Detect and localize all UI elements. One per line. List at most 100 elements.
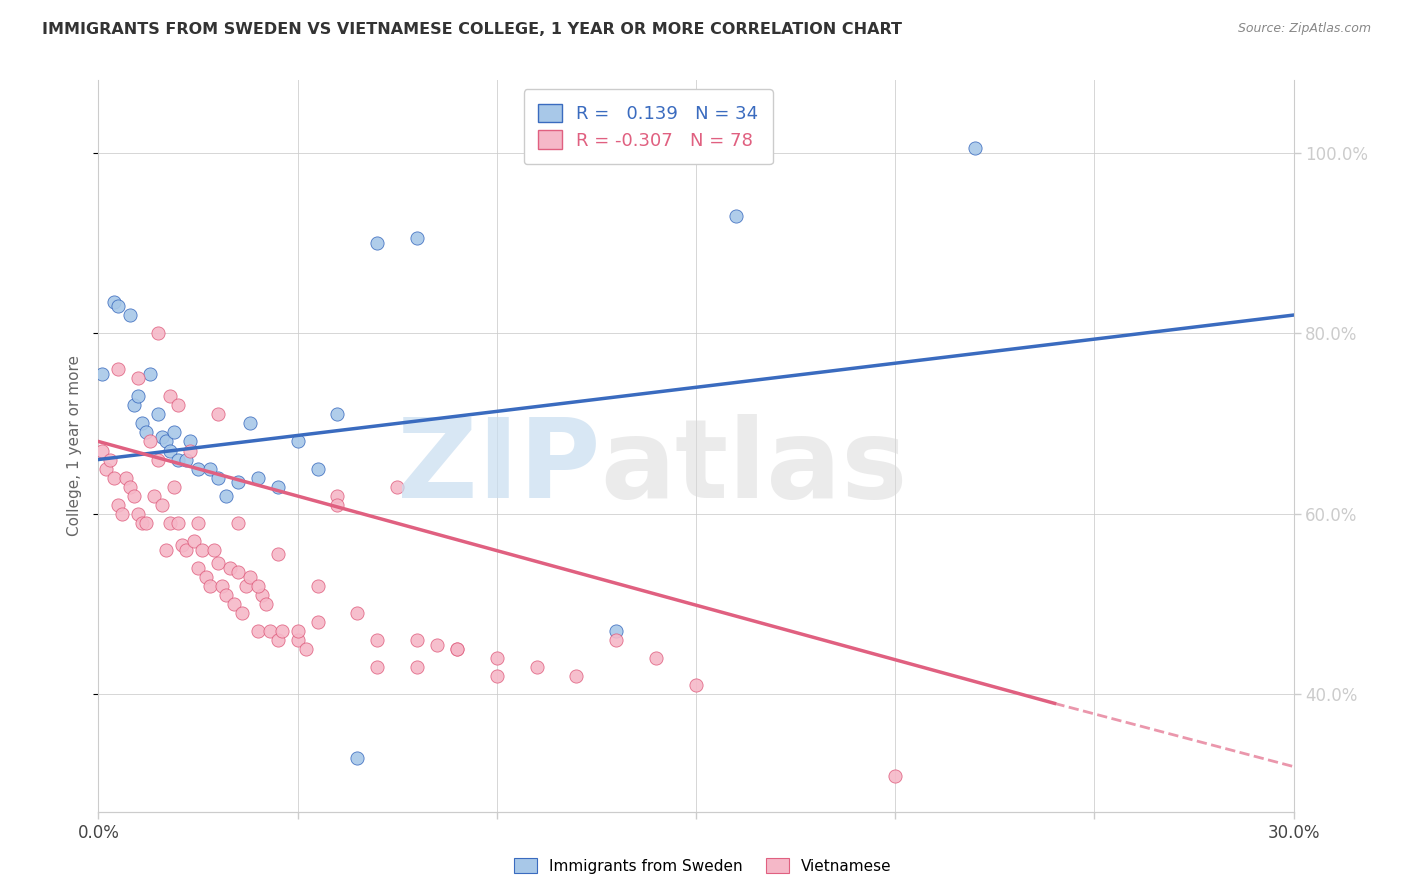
- Point: [207, 557, 229, 571]
- Point: [239, 417, 262, 431]
- Point: [605, 633, 627, 648]
- Point: [406, 660, 429, 674]
- Point: [307, 615, 329, 629]
- Point: [115, 470, 138, 484]
- Text: Source: ZipAtlas.com: Source: ZipAtlas.com: [1237, 22, 1371, 36]
- Point: [526, 660, 548, 674]
- Point: [219, 561, 242, 575]
- Point: [167, 452, 190, 467]
- Point: [207, 470, 229, 484]
- Point: [226, 516, 249, 530]
- Point: [120, 308, 142, 322]
- Point: [91, 443, 114, 458]
- Point: [366, 633, 388, 648]
- Point: [131, 516, 153, 530]
- Point: [163, 480, 186, 494]
- Point: [231, 606, 253, 620]
- Legend: R =   0.139   N = 34, R = -0.307   N = 78: R = 0.139 N = 34, R = -0.307 N = 78: [523, 89, 773, 164]
- Point: [485, 669, 508, 683]
- Point: [346, 750, 368, 764]
- Point: [446, 642, 468, 657]
- Point: [148, 408, 170, 422]
- Point: [107, 362, 129, 376]
- Point: [120, 480, 142, 494]
- Point: [235, 579, 257, 593]
- Point: [111, 507, 134, 521]
- Legend: Immigrants from Sweden, Vietnamese: Immigrants from Sweden, Vietnamese: [508, 852, 898, 880]
- Point: [187, 561, 209, 575]
- Text: IMMIGRANTS FROM SWEDEN VS VIETNAMESE COLLEGE, 1 YEAR OR MORE CORRELATION CHART: IMMIGRANTS FROM SWEDEN VS VIETNAMESE COL…: [42, 22, 903, 37]
- Point: [159, 389, 181, 403]
- Point: [485, 651, 508, 665]
- Point: [96, 461, 118, 475]
- Point: [307, 461, 329, 475]
- Point: [143, 489, 166, 503]
- Point: [167, 398, 190, 412]
- Point: [246, 624, 269, 639]
- Text: atlas: atlas: [600, 415, 908, 522]
- Point: [287, 624, 309, 639]
- Point: [135, 425, 157, 440]
- Point: [163, 425, 186, 440]
- Point: [294, 642, 316, 657]
- Point: [346, 606, 368, 620]
- Point: [127, 507, 149, 521]
- Point: [406, 231, 429, 245]
- Point: [159, 516, 181, 530]
- Point: [174, 452, 197, 467]
- Point: [406, 633, 429, 648]
- Point: [127, 389, 149, 403]
- Point: [148, 326, 170, 340]
- Point: [187, 461, 209, 475]
- Point: [172, 538, 194, 552]
- Point: [179, 434, 201, 449]
- Point: [139, 367, 162, 381]
- Point: [198, 579, 221, 593]
- Point: [150, 498, 173, 512]
- Point: [215, 588, 238, 602]
- Point: [124, 489, 146, 503]
- Point: [211, 579, 233, 593]
- Point: [150, 430, 173, 444]
- Point: [198, 461, 221, 475]
- Point: [174, 542, 197, 557]
- Point: [446, 642, 468, 657]
- Point: [207, 408, 229, 422]
- Point: [187, 516, 209, 530]
- Point: [167, 516, 190, 530]
- Point: [98, 452, 122, 467]
- Y-axis label: College, 1 year or more: College, 1 year or more: [67, 356, 83, 536]
- Point: [385, 480, 409, 494]
- Point: [724, 209, 747, 223]
- Text: ZIP: ZIP: [396, 415, 600, 522]
- Point: [226, 566, 249, 580]
- Point: [270, 624, 292, 639]
- Point: [155, 434, 177, 449]
- Point: [148, 452, 170, 467]
- Point: [254, 597, 277, 611]
- Point: [605, 624, 627, 639]
- Point: [326, 498, 349, 512]
- Point: [645, 651, 668, 665]
- Point: [366, 660, 388, 674]
- Point: [107, 498, 129, 512]
- Point: [91, 367, 114, 381]
- Point: [326, 489, 349, 503]
- Point: [215, 489, 238, 503]
- Point: [135, 516, 157, 530]
- Point: [183, 533, 205, 548]
- Point: [131, 417, 153, 431]
- Point: [107, 299, 129, 313]
- Point: [267, 547, 290, 561]
- Point: [884, 769, 907, 783]
- Point: [226, 475, 249, 489]
- Point: [685, 678, 707, 692]
- Point: [246, 579, 269, 593]
- Point: [159, 443, 181, 458]
- Point: [259, 624, 281, 639]
- Point: [155, 542, 177, 557]
- Point: [124, 398, 146, 412]
- Point: [222, 597, 245, 611]
- Point: [267, 480, 290, 494]
- Point: [191, 542, 214, 557]
